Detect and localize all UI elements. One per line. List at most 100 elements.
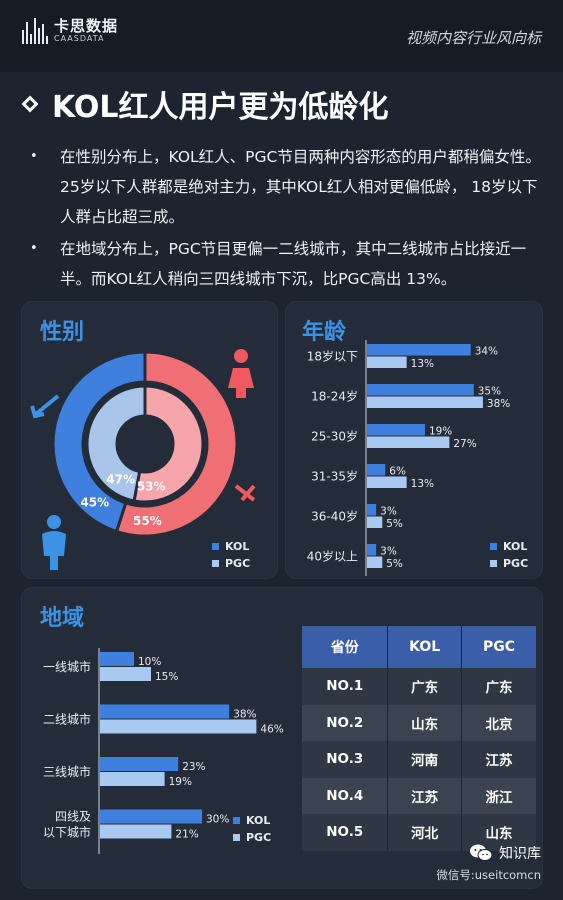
gender-panel: 性别 45% 55% 47% 53% KOL PGC xyxy=(22,302,277,578)
age-legend: KOL PGC xyxy=(490,538,528,572)
table-row: NO.5 河北 山东 xyxy=(302,814,536,851)
pgc-bar xyxy=(100,772,165,786)
legend-label: KOL xyxy=(503,540,528,553)
category-label: 三线城市 xyxy=(43,764,91,779)
bar-data-label: 15% xyxy=(155,671,178,683)
pgc-bar xyxy=(367,516,383,528)
age-panel: 年龄 18岁以下 34% 13% 18-24岁 35% 38% 25-30岁 19% 27% 31… xyxy=(286,302,542,578)
legend-swatch-kol xyxy=(233,817,240,824)
bar-data-label: 34% xyxy=(475,346,498,358)
kol-bar xyxy=(367,384,474,396)
table-row: NO.4 江苏 浙江 xyxy=(302,777,536,814)
bar-data-label: 30% xyxy=(206,814,229,826)
legend-item-pgc: PGC xyxy=(212,555,250,572)
age-title: 年龄 xyxy=(302,320,347,345)
category-label: 25-30岁 xyxy=(311,429,358,444)
donut-data-label: 55% xyxy=(133,514,162,528)
table-header-row: 省份 KOL PGC xyxy=(302,626,536,668)
category-label: 二线城市 xyxy=(43,712,91,727)
pgc-bar xyxy=(367,436,450,448)
table-cell: 山东 xyxy=(387,704,462,741)
table-cell: 广东 xyxy=(461,668,536,705)
table-header-cell: 省份 xyxy=(302,626,389,668)
bar-data-label: 46% xyxy=(260,724,283,736)
legend-swatch-pgc xyxy=(212,560,219,567)
kol-bar xyxy=(100,704,230,719)
kol-bar xyxy=(100,757,179,771)
category-label: 以下城市 xyxy=(43,825,91,840)
pgc-bar xyxy=(367,556,383,568)
table-cell: NO.2 xyxy=(302,704,389,741)
bullet-item: • 在地域分布上，PGC节目更偏一二线城市，其中二线城市占比接近一半。而KOL红… xyxy=(30,234,545,294)
region-legend: KOL PGC xyxy=(233,812,271,846)
male-arrowhead-icon xyxy=(30,405,45,419)
category-label: 四线及 xyxy=(55,810,91,824)
legend-item-pgc: PGC xyxy=(490,555,528,572)
bar-data-label: 5% xyxy=(386,558,403,570)
table-cell: 河南 xyxy=(387,741,462,778)
footer-watermark: 知识库 微信号:useitcomcn xyxy=(436,843,541,883)
legend-swatch-pgc xyxy=(490,560,497,567)
brand-subtitle: CAASDATA xyxy=(54,34,105,43)
bar-data-label: 19% xyxy=(429,426,452,438)
table-cell: 江苏 xyxy=(387,777,462,814)
bar-data-label: 35% xyxy=(478,386,501,398)
legend-swatch-kol xyxy=(490,543,497,550)
female-person-icon xyxy=(228,368,254,398)
kol-bar xyxy=(100,652,134,666)
table-row: NO.2 山东 北京 xyxy=(302,704,536,741)
footer-brand: 知识库 xyxy=(436,843,541,863)
male-head-icon xyxy=(47,515,61,529)
donut-inner-slice xyxy=(85,384,147,503)
legend-item-kol: KOL xyxy=(490,538,528,555)
pgc-bar xyxy=(367,476,407,488)
female-cross-icon xyxy=(240,484,256,502)
kol-bar xyxy=(367,464,386,476)
kol-bar xyxy=(367,504,377,516)
bullet-item: • 在性别分布上，KOL红人、PGC节目两种内容形态的用户都稍偏女性。25岁以下… xyxy=(30,142,545,232)
table-row: NO.3 河南 江苏 xyxy=(302,741,536,778)
gender-title: 性别 xyxy=(40,320,85,345)
bar-data-label: 38% xyxy=(233,709,256,721)
bar-data-label: 3% xyxy=(380,546,397,558)
pgc-bar xyxy=(100,667,151,681)
table-cell: 江苏 xyxy=(461,741,536,778)
bullet-text: 在地域分布上，PGC节目更偏一二线城市，其中二线城市占比接近一半。而KOL红人稍… xyxy=(60,240,527,288)
bar-data-label: 27% xyxy=(453,438,476,450)
table-cell: 广东 xyxy=(387,668,462,705)
category-label: 36-40岁 xyxy=(311,509,358,524)
male-person-icon xyxy=(42,531,66,570)
footer-wechat-id: 微信号:useitcomcn xyxy=(436,868,541,882)
bar-data-label: 23% xyxy=(182,761,205,773)
category-label: 18岁以下 xyxy=(307,349,358,364)
bullet-dot-icon: • xyxy=(30,241,38,256)
legend-swatch-kol xyxy=(212,543,219,550)
bar-data-label: 6% xyxy=(389,466,406,478)
age-bar-chart: 18岁以下 34% 13% 18-24岁 35%38% 25-30岁 19%27% 31-35… xyxy=(307,340,510,576)
legend-item-pgc: PGC xyxy=(233,829,271,846)
legend-label: PGC xyxy=(503,557,529,570)
bar-data-label: 5% xyxy=(386,518,403,530)
table-row: NO.1 广东 广东 xyxy=(302,668,536,705)
kol-bar xyxy=(367,544,377,556)
table-cell: 浙江 xyxy=(461,777,536,814)
bar-data-label: 21% xyxy=(175,829,198,841)
female-cross-icon xyxy=(234,484,256,502)
table-cell: 北京 xyxy=(461,704,536,741)
bar-data-label: 13% xyxy=(411,478,434,490)
legend-label: PGC xyxy=(225,557,251,570)
province-table-wrap: 省份 KOL PGC NO.1 广东 广东 NO.2 山东 北京 NO.3 河南… xyxy=(302,626,536,851)
pgc-bar xyxy=(367,396,483,408)
bar-data-label: 38% xyxy=(487,398,510,410)
donut-inner-slice xyxy=(132,384,205,504)
donut-data-label: 47% xyxy=(106,472,135,486)
table-cell: NO.3 xyxy=(302,741,389,778)
bar-data-label: 3% xyxy=(380,506,397,518)
donut-outer-slice xyxy=(51,350,147,534)
legend-item-kol: KOL xyxy=(212,538,250,555)
footer-brand-text: 知识库 xyxy=(499,846,541,862)
category-label: 18-24岁 xyxy=(311,389,358,404)
category-label: 31-35岁 xyxy=(311,469,358,484)
page-header: 卡思数据 CAASDATA 视频内容行业风向标 xyxy=(0,0,563,72)
